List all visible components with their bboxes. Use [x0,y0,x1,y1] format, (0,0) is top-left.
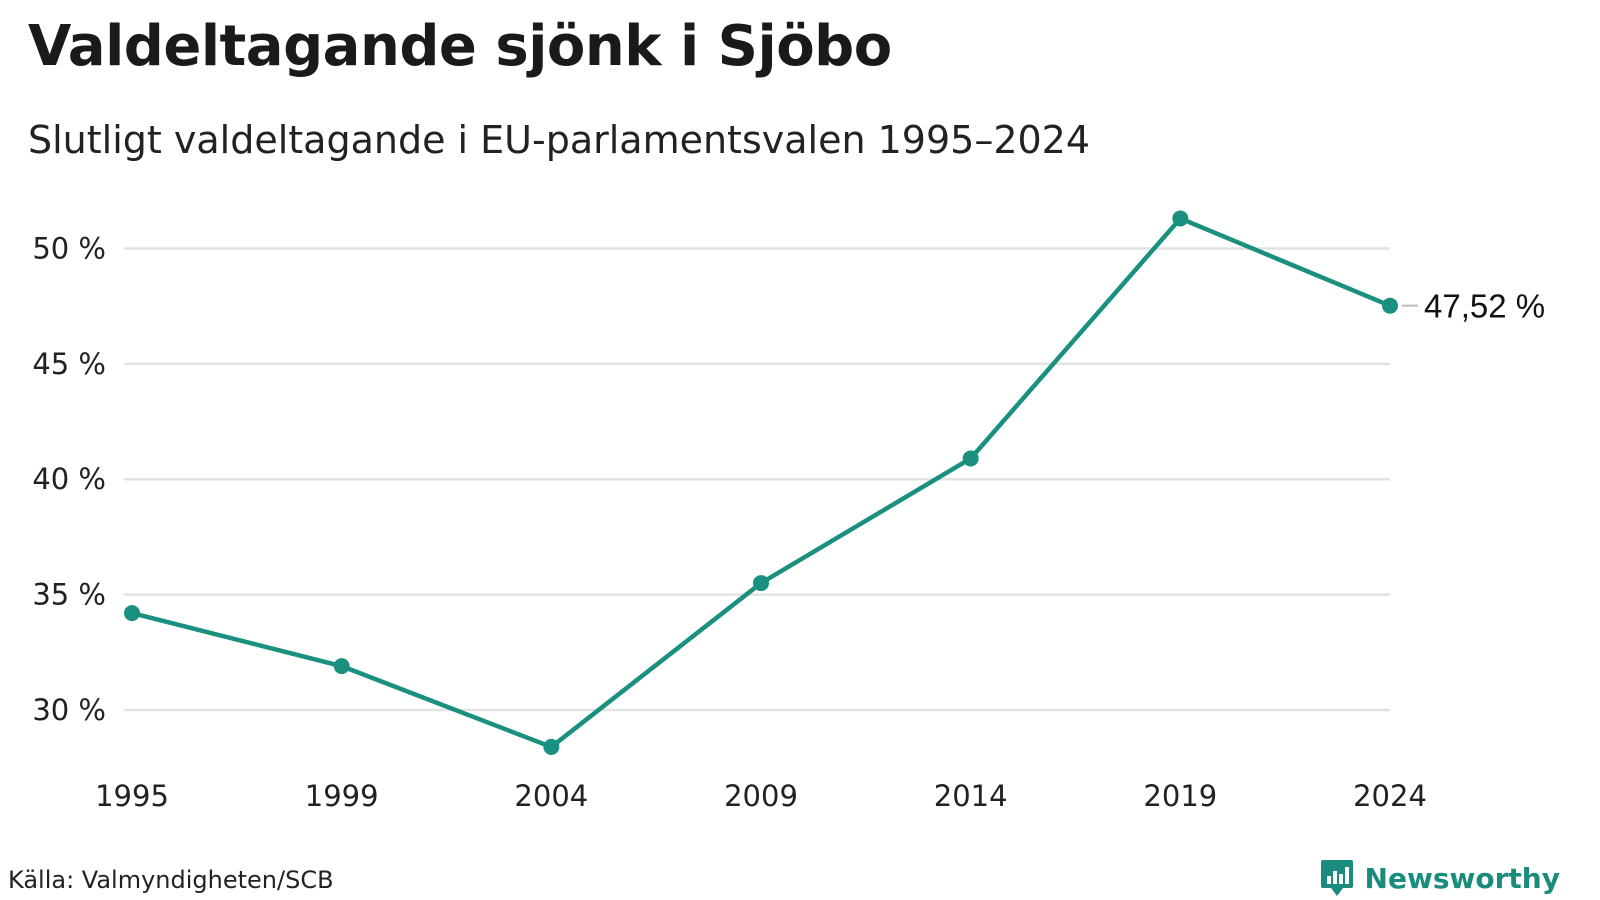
data-point [124,605,140,622]
x-tick-label: 2019 [1143,779,1217,813]
brand-name: Newsworthy [1364,861,1560,895]
x-tick-label: 2024 [1353,779,1427,813]
x-tick-label: 2009 [724,779,798,813]
data-point [962,450,979,467]
y-tick-label: 30 % [32,693,106,727]
y-tick-label: 35 % [32,578,106,612]
series-line [129,216,1393,750]
source-note: Källa: Valmyndigheten/SCB [8,866,334,894]
data-point [753,575,769,592]
end-label-layer: 47,52 % [1402,288,1545,325]
data-point [1172,210,1189,227]
brand-logo: Newsworthy [1319,858,1560,898]
chart-subtitle: Slutligt valdeltagande i EU-parlamentsva… [28,118,1091,162]
y-axis-ticks: 30 % 35 % 40 % 45 % 50 % [32,231,106,727]
newsworthy-icon [1320,860,1353,896]
x-tick-label: 1995 [95,779,169,813]
y-tick-label: 40 % [32,462,106,496]
grid-lines [124,247,1390,712]
data-point [1382,297,1398,314]
x-tick-label: 1999 [305,779,379,813]
data-point [333,658,350,675]
series-layer [124,210,1398,755]
data-point [543,738,560,755]
x-axis-ticks: 1995 1999 2004 2009 2014 2019 2024 [95,779,1427,813]
chart-title: Valdeltagande sjönk i Sjöbo [28,14,892,79]
y-tick-label: 50 % [32,231,106,265]
y-tick-label: 45 % [32,347,106,381]
x-tick-label: 2014 [934,779,1008,813]
x-tick-label: 2004 [514,779,588,813]
end-value-label: 47,52 % [1424,288,1545,325]
